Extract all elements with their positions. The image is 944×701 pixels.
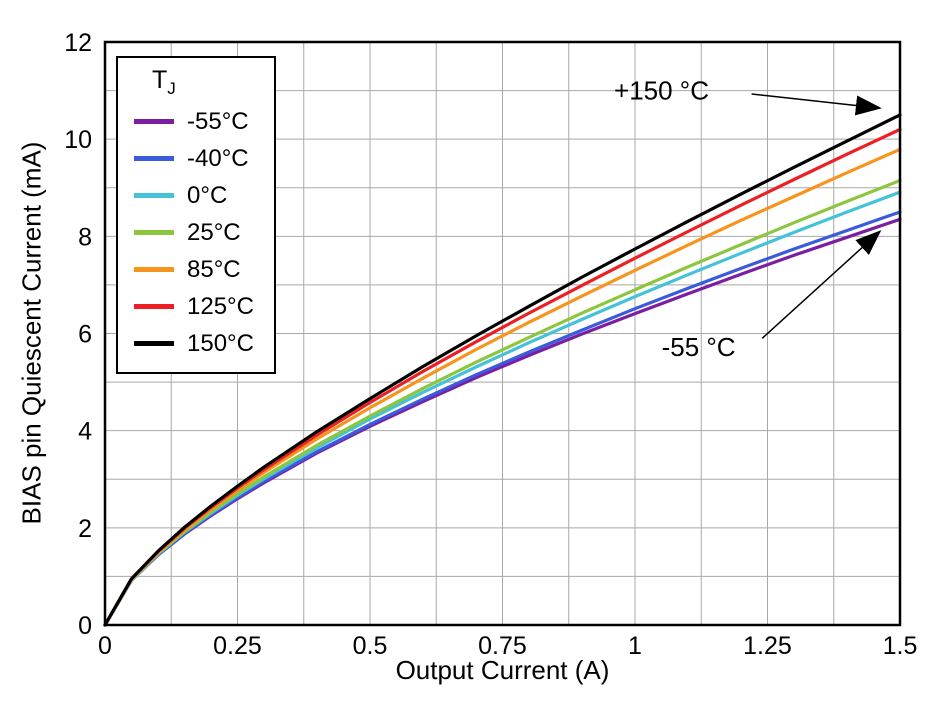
plot-frame	[103, 40, 902, 627]
annotation-arrow	[761, 230, 882, 339]
legend-label: 85°C	[187, 255, 241, 283]
legend-title: TJ	[152, 66, 254, 99]
x-axis-label: Output Current (A)	[395, 655, 610, 685]
legend-swatch	[134, 267, 174, 272]
x-tick-label: 1.25	[743, 632, 792, 660]
y-axis-label: BIAS pin Quiescent Current (mA)	[16, 141, 47, 525]
legend-item: 85°C	[134, 251, 254, 288]
legend-label: 150°C	[187, 329, 254, 357]
x-tick-label: 1	[628, 632, 642, 660]
annotation-label: -55 °C	[662, 332, 736, 362]
x-tick-label: 1.5	[883, 632, 918, 660]
legend-label: -55°C	[187, 107, 249, 135]
legend-title-sub: J	[167, 79, 176, 98]
legend-item: -40°C	[134, 140, 254, 177]
x-tick-label: 0.5	[353, 632, 388, 660]
y-tick-label: 10	[64, 126, 92, 154]
y-tick-label: 8	[78, 223, 92, 251]
legend: TJ -55°C -40°C 0°C 25°C 85°C 125°C 150°C	[116, 56, 276, 374]
y-tick-label: 4	[78, 418, 92, 446]
y-tick-label: 6	[78, 321, 92, 349]
legend-item: -55°C	[134, 103, 254, 140]
x-tick-label: 0.75	[478, 632, 527, 660]
series-line-150C	[103, 113, 902, 627]
annotation-arrow	[751, 93, 882, 116]
legend-label: 125°C	[187, 292, 254, 320]
legend-label: -40°C	[187, 144, 249, 172]
legend-items: -55°C -40°C 0°C 25°C 85°C 125°C 150°C	[134, 103, 254, 362]
legend-swatch	[134, 230, 174, 235]
legend-label: 25°C	[187, 218, 241, 246]
y-tick-label: 12	[64, 29, 92, 57]
legend-item: 150°C	[134, 325, 254, 362]
legend-swatch	[134, 304, 174, 309]
legend-swatch	[134, 341, 174, 346]
legend-item: 25°C	[134, 214, 254, 251]
annotation-label: +150 °C	[614, 76, 709, 106]
legend-label: 0°C	[187, 181, 228, 209]
legend-item: 0°C	[134, 177, 254, 214]
y-tick-label: 0	[78, 612, 92, 640]
legend-item: 125°C	[134, 288, 254, 325]
legend-swatch	[134, 156, 174, 161]
y-tick-label: 2	[78, 515, 92, 543]
x-tick-label: 0.25	[213, 632, 262, 660]
legend-swatch	[134, 119, 174, 124]
legend-swatch	[134, 193, 174, 198]
legend-title-main: T	[152, 66, 168, 94]
x-tick-label: 0	[98, 632, 112, 660]
